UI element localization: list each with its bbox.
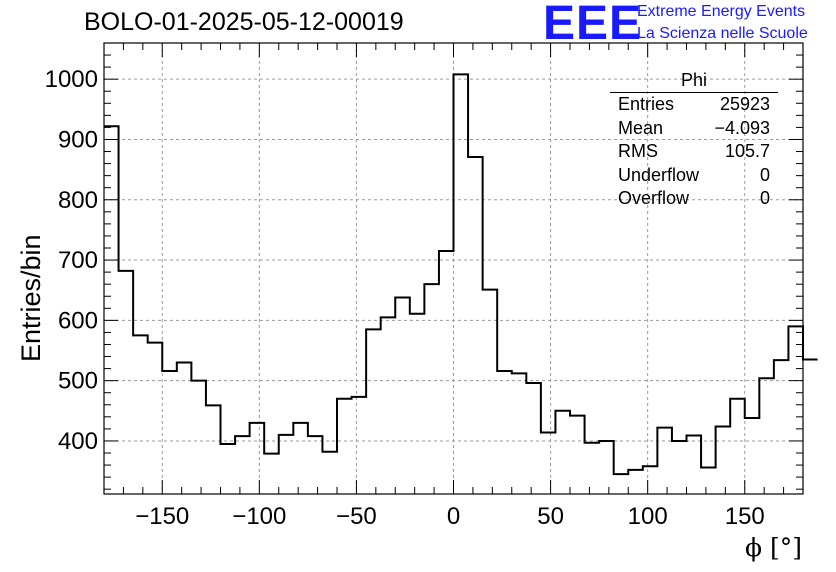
histogram-bin: [104, 126, 119, 494]
histogram-bin: [381, 317, 396, 494]
histogram-bin: [701, 467, 716, 494]
histogram-bin: [541, 433, 556, 495]
histogram-bin: [759, 378, 774, 494]
logo-line-2: La Scienza nelle Scuole: [637, 25, 808, 42]
stats-label: Overflow: [618, 188, 690, 208]
histogram-bin: [497, 371, 512, 494]
histogram-bin: [119, 271, 134, 494]
histogram-bin: [585, 443, 600, 494]
stats-value: 105.7: [724, 141, 770, 161]
histogram-bin: [745, 418, 760, 494]
x-tick-label: 150: [725, 503, 765, 530]
stats-row-underflow: Underflow 0: [610, 164, 778, 188]
stats-value: −4.093: [714, 117, 770, 138]
histogram-bin: [177, 363, 192, 494]
histogram-bin: [716, 426, 731, 494]
histogram-bin: [191, 381, 206, 494]
y-tick-label: 700: [58, 247, 98, 274]
y-tick-label: 1000: [45, 66, 98, 93]
histogram-bin: [672, 441, 687, 494]
histogram-bin: [512, 373, 527, 494]
y-axis-label: Entries/bin: [16, 234, 46, 362]
histogram-bin: [483, 290, 498, 494]
histogram-bin: [293, 423, 308, 494]
histogram-bin: [162, 371, 177, 494]
histogram-bin: [687, 436, 702, 494]
histogram-bin: [788, 326, 803, 494]
histogram-bin: [250, 423, 265, 494]
x-axis-label: ϕ [°]: [745, 533, 802, 562]
y-tick-label: 400: [58, 428, 98, 455]
stats-value: 0: [759, 188, 770, 208]
x-tick-label: −150: [135, 503, 189, 530]
y-tick-label: 500: [58, 368, 98, 395]
stats-row-mean: Mean −4.093: [610, 117, 778, 141]
histogram-bin: [322, 452, 337, 494]
histogram-bin: [643, 466, 658, 494]
histogram-bin: [454, 74, 469, 494]
histogram-bin: [235, 436, 250, 494]
logo-line-1: Extreme Energy Events: [637, 3, 806, 20]
x-tick-label: −100: [232, 503, 286, 530]
histogram-bin: [148, 343, 163, 494]
histogram-bin: [424, 284, 439, 494]
histogram-bin: [337, 399, 352, 494]
stats-label: Mean: [618, 117, 664, 138]
histogram-bin: [614, 474, 629, 494]
stats-label: Underflow: [618, 164, 700, 185]
y-tick-label: 800: [58, 187, 98, 214]
x-tick-label: −50: [336, 503, 377, 530]
histogram-bin: [526, 383, 541, 494]
y-tick-label: 900: [58, 126, 98, 153]
stats-row-rms: RMS 105.7: [610, 140, 778, 164]
histogram-bin: [730, 399, 745, 494]
histogram-bin: [468, 157, 483, 494]
stats-title: Phi: [610, 70, 778, 93]
histogram-bin: [803, 360, 818, 494]
histogram-bin: [555, 411, 570, 494]
stats-label: Entries: [618, 94, 675, 114]
histogram-bin: [570, 416, 585, 494]
histogram-bin: [395, 297, 410, 494]
histogram-bin: [774, 360, 789, 494]
histogram-bin: [439, 251, 454, 494]
histogram-bin: [279, 435, 294, 494]
histogram-line: [104, 73, 818, 476]
histogram-bin: [133, 335, 148, 494]
stats-row-entries: Entries 25923: [610, 93, 778, 117]
histogram-bin: [599, 441, 614, 494]
stats-value: 0: [759, 164, 770, 185]
histogram-bin: [628, 470, 643, 494]
stats-label: RMS: [618, 141, 658, 161]
histogram-bin: [221, 444, 236, 494]
chart-title: BOLO-01-2025-05-12-00019: [84, 8, 404, 36]
x-tick-label: 0: [447, 503, 460, 530]
histogram-bin: [657, 428, 672, 494]
stats-box: Phi Entries 25923 Mean −4.093 RMS 105.7 …: [610, 70, 778, 211]
histogram-bin: [410, 314, 425, 494]
histogram-bin: [308, 436, 323, 494]
stats-row-overflow: Overflow 0: [610, 187, 778, 211]
stats-value: 25923: [719, 94, 770, 114]
y-tick-label: 600: [58, 307, 98, 334]
histogram-bin: [264, 454, 279, 494]
eee-logo-mark: EEE: [543, 0, 643, 50]
histogram-bin: [352, 397, 367, 494]
histogram-bin: [366, 329, 381, 494]
x-tick-label: 100: [628, 503, 668, 530]
x-tick-label: 50: [537, 503, 564, 530]
histogram-bin: [206, 405, 221, 494]
